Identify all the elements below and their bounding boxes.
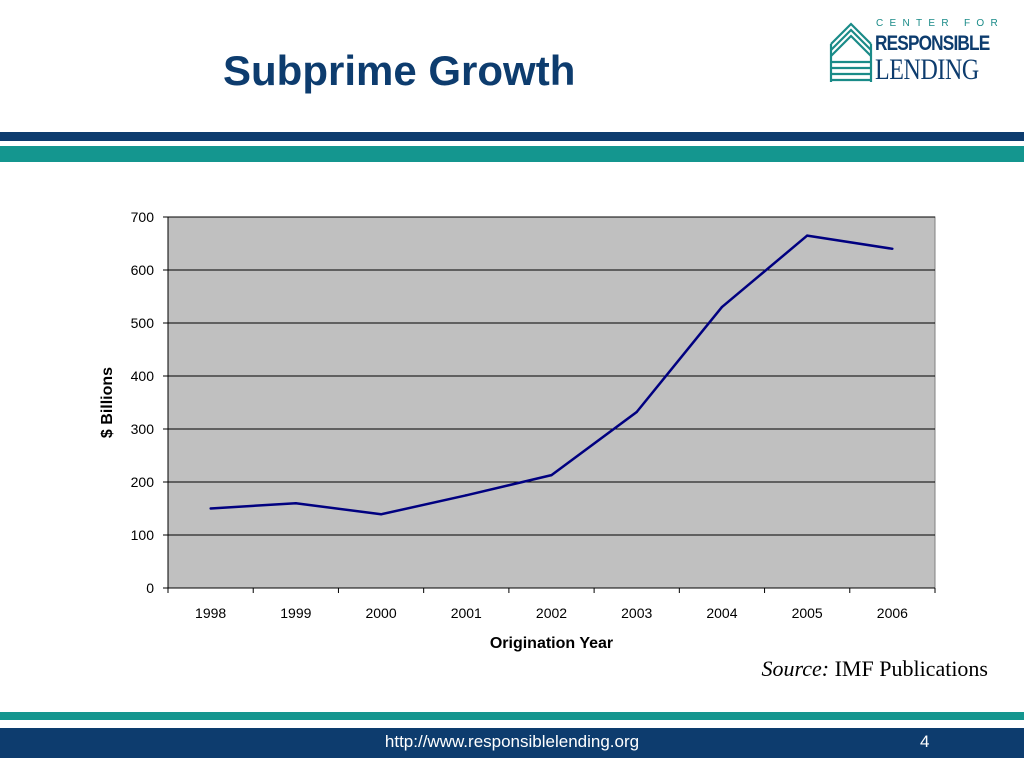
logo-line-1: CENTER FOR [876, 18, 1004, 29]
header-navy-stripe [0, 132, 1024, 141]
data-point [720, 305, 724, 309]
y-tick-label: 700 [131, 209, 155, 225]
data-point [635, 410, 638, 414]
x-axis-title: Origination Year [490, 635, 613, 652]
x-tick-label: 2006 [877, 605, 908, 621]
slide-title: Subprime Growth [223, 47, 576, 94]
data-point [891, 247, 894, 250]
y-tick-label: 500 [131, 315, 155, 331]
data-point [550, 473, 553, 477]
source-text: IMF Publications [834, 656, 988, 681]
x-tick-label: 2003 [621, 605, 652, 621]
data-point [379, 513, 383, 516]
crl-logo: CENTER FOR RESPONSIBLE LENDING [828, 16, 1003, 88]
x-tick-label: 1999 [280, 605, 311, 621]
y-tick-label: 300 [131, 421, 155, 437]
x-tick-label: 2004 [706, 605, 737, 621]
y-tick-label: 600 [131, 262, 155, 278]
source-label: Source: [761, 656, 830, 681]
y-axis-title: $ Billions [99, 367, 116, 438]
page-number: 4 [920, 732, 930, 751]
footer-teal-stripe [0, 712, 1024, 720]
y-tick-label: 400 [131, 368, 155, 384]
header-teal-stripe [0, 146, 1024, 162]
source-note: Source: IMF Publications [761, 656, 988, 682]
y-tick-label: 100 [131, 527, 155, 543]
logo-line-3: LENDING [875, 53, 979, 86]
x-tick-label: 2000 [365, 605, 396, 621]
footer-navy-bar [0, 728, 1024, 758]
data-point [209, 507, 212, 510]
logo-line-2: RESPONSIBLE [875, 32, 990, 55]
data-point [805, 234, 809, 237]
data-point [465, 494, 468, 497]
plot-area [167, 216, 936, 589]
x-tick-label: 2002 [536, 605, 567, 621]
building-stripes-icon [829, 22, 873, 82]
x-tick-label: 2001 [451, 605, 482, 621]
x-tick-label: 2005 [792, 605, 823, 621]
subprime-line-chart: 0 100 200 300 400 500 600 700 1998 1999 2000 2001 20… [99, 209, 936, 652]
data-point [294, 502, 298, 505]
y-tick-label: 0 [146, 580, 154, 596]
y-tick-label: 200 [131, 474, 155, 490]
footer-url[interactable]: http://www.responsiblelending.org [384, 732, 640, 751]
x-tick-label: 1998 [195, 605, 226, 621]
